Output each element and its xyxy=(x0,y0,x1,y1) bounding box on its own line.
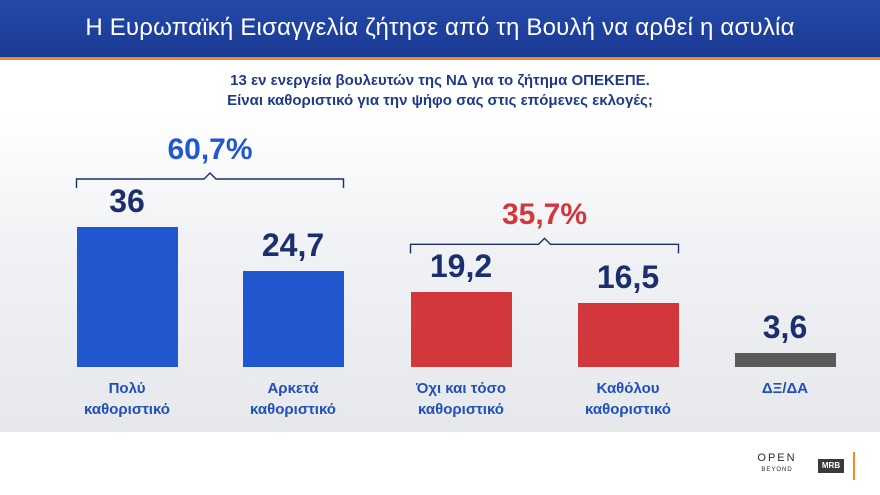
value-label-2: 19,2 xyxy=(429,248,493,285)
value-label-3: 16,5 xyxy=(596,258,660,295)
category-label-3: Καθόλου καθοριστικό xyxy=(585,380,671,418)
bar-3 xyxy=(577,302,679,367)
brand-logo-open: OPEN xyxy=(757,452,797,464)
brand-accent-stripe xyxy=(853,452,855,480)
bar-0 xyxy=(76,227,178,367)
group-bracket-0 xyxy=(75,172,345,188)
group-label-0: 60,7% xyxy=(167,133,253,166)
brand-tagline: BEYOND xyxy=(761,467,793,473)
bar-2 xyxy=(410,292,512,367)
value-label-0: 36 xyxy=(109,183,145,219)
header-bar xyxy=(0,0,880,60)
question-line-1: 13 εν ενεργεία βουλευτών της ΝΔ για το ζ… xyxy=(230,72,650,89)
group-label-1: 35,7% xyxy=(501,198,588,232)
category-label-0: Πολύ καθοριστικό xyxy=(84,380,170,418)
partner-logo-mrb: MRB xyxy=(818,459,844,473)
category-label-4: ΔΞ/ΔΑ xyxy=(761,380,809,397)
footer-bar xyxy=(0,432,880,495)
bar-1 xyxy=(242,270,344,367)
category-label-2: Όχι και τόσο καθοριστικό xyxy=(415,380,507,418)
value-label-4: 3,6 xyxy=(762,309,808,345)
bar-4 xyxy=(734,353,836,367)
category-label-1: Αρκετά καθοριστικό xyxy=(250,380,336,418)
question-line-2: Είναι καθοριστικό για την ψήφο σας στις … xyxy=(227,92,653,109)
page-title: Η Ευρωπαϊκή Εισαγγελία ζήτησε από τη Βου… xyxy=(85,14,795,41)
value-label-1: 24,7 xyxy=(261,226,325,263)
group-bracket-1 xyxy=(409,237,680,254)
